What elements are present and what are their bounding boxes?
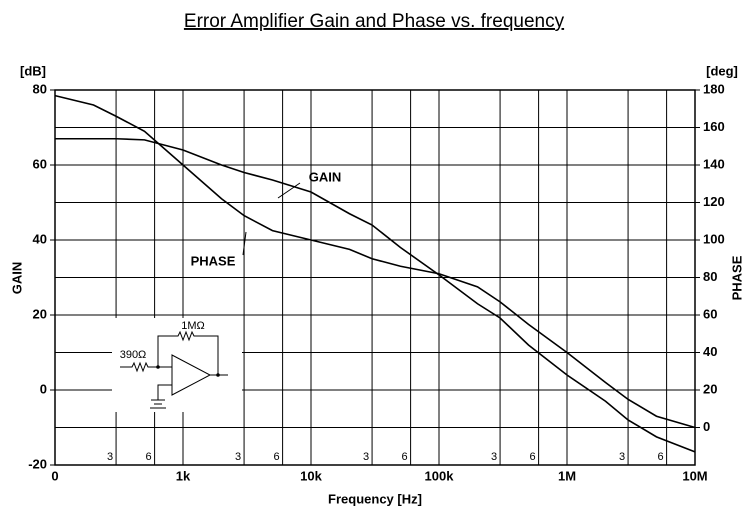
y2-tick-label: 40 [703,344,717,359]
x-minor-tick-label: 3 [491,451,497,463]
junction [216,373,220,377]
schematic-inset: 1MΩ 390Ω [112,318,242,412]
op-amp [171,354,212,396]
y2-tick-label: 160 [703,119,725,134]
chart-title: Error Amplifier Gain and Phase vs. frequ… [184,11,565,32]
x-tick-label: 1k [176,468,191,483]
x-tick-label: 10M [682,468,707,483]
series-line [54,94,696,429]
y2-tick-label: 60 [703,306,717,321]
y2-axis-label: PHASE [729,255,744,300]
x-minor-tick-label: 3 [235,451,241,463]
junction [156,365,160,369]
inset-bg [112,318,242,412]
x-tick-label: 100k [425,468,455,483]
y2-tick-label: 140 [703,156,725,171]
x-minor-tick-label: 3 [363,451,369,463]
y-tick-label: 80 [33,81,47,96]
y2-tick-label: 180 [703,81,725,96]
x-minor-tick-label: 6 [402,451,408,463]
x-minor-tick-label: 3 [619,451,625,463]
x-tick-label: 10k [300,468,322,483]
inset-label: 1MΩ [181,320,205,332]
x-tick-label: 1M [558,468,576,483]
leader-lines [242,182,301,256]
x-minor-tick-label: 6 [530,451,536,463]
y2-tick-label: 20 [703,381,717,396]
x-minor-tick-label: 6 [658,451,664,463]
x-axis-label: Frequency [Hz] [328,491,422,506]
y2-tick-label: 120 [703,194,725,209]
series-label: PHASE [191,253,236,268]
y-tick-label: -20 [28,456,47,471]
x-minor-tick-label: 6 [146,451,152,463]
x-tick-label: 0 [51,468,58,483]
y-axis-label: GAIN [9,262,24,295]
y-tick-label: 20 [33,306,47,321]
y-tick-label: 40 [33,231,47,246]
y2-tick-label: 100 [703,231,725,246]
y-unit: [dB] [20,63,46,78]
y-tick-label: 60 [33,156,47,171]
y-tick-label: 0 [40,381,47,396]
series-label: GAIN [309,169,342,184]
x-minor-tick-label: 6 [274,451,280,463]
inset-label: 390Ω [120,349,147,361]
y2-tick-label: 80 [703,269,717,284]
y2-tick-label: 0 [703,419,710,434]
y2-unit: [deg] [706,63,738,78]
x-minor-tick-label: 3 [107,451,113,463]
